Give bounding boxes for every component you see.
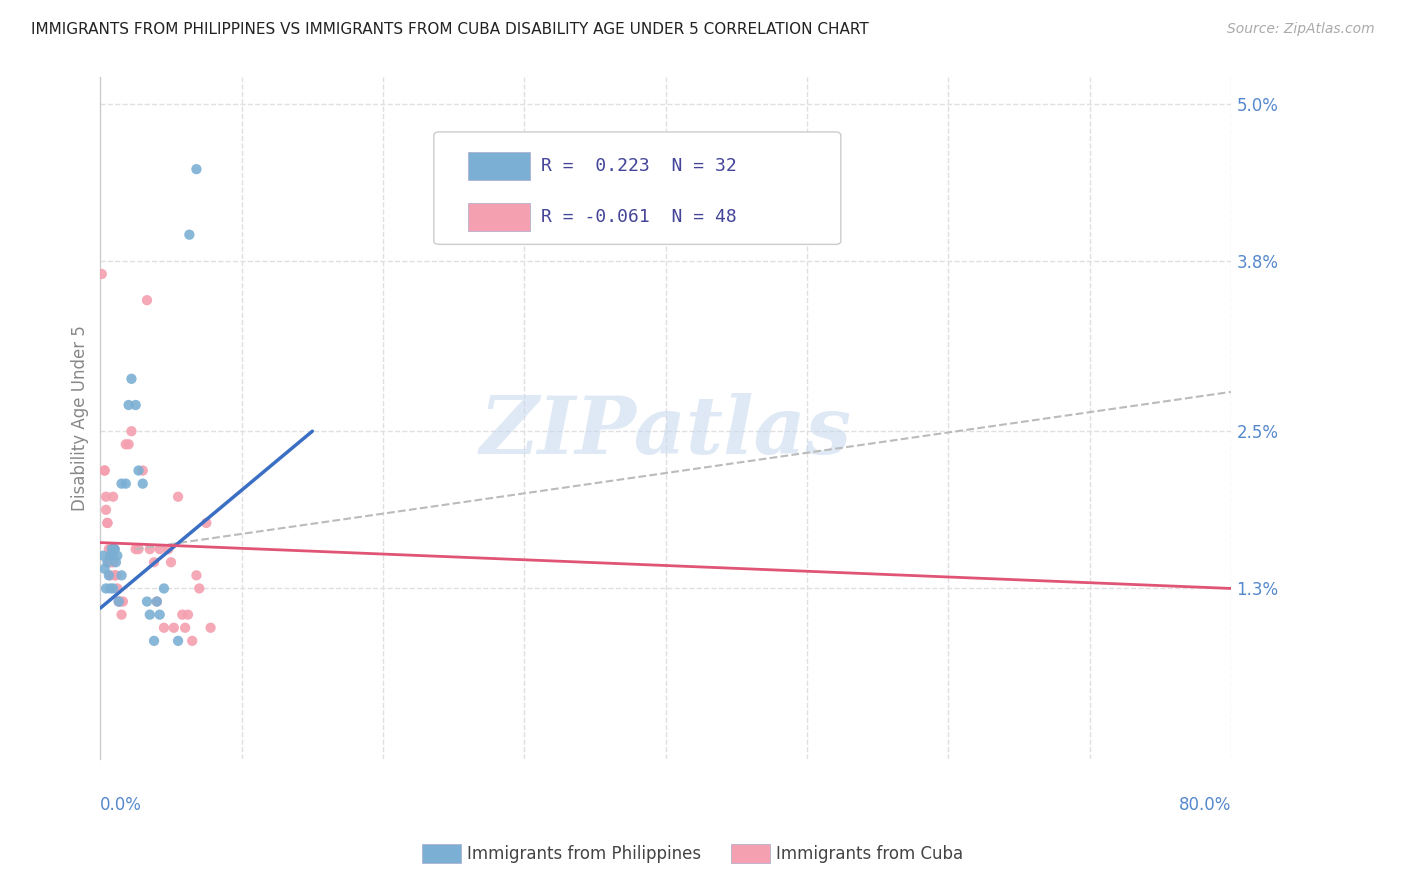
Point [143,633,166,648]
Point [101,555,124,569]
Point [100,542,122,557]
Point [91,549,114,563]
Bar [468,152,530,180]
Point [103,542,125,557]
Point [96,555,118,569]
Point [163,621,186,635]
Point [172,607,194,622]
Point [132,476,155,491]
Point [139,607,162,622]
Point [100,555,122,569]
Point [149,542,172,557]
Point [117,398,139,412]
Point [94,490,117,504]
Point [98,549,121,563]
Point [93,463,115,477]
Point [136,293,159,308]
Point [153,582,176,596]
Point [157,542,180,557]
Point [90,267,112,281]
FancyBboxPatch shape [434,132,841,244]
Point [188,582,211,596]
Point [132,463,155,477]
Point [107,594,129,608]
Point [100,542,122,557]
Y-axis label: Disability Age Under 5: Disability Age Under 5 [72,326,89,511]
Text: IMMIGRANTS FROM PHILIPPINES VS IMMIGRANTS FROM CUBA DISABILITY AGE UNDER 5 CORRE: IMMIGRANTS FROM PHILIPPINES VS IMMIGRANT… [31,22,869,37]
Bar [468,202,530,231]
Text: 80.0%: 80.0% [1178,797,1230,814]
Point [101,549,124,563]
Point [110,476,132,491]
Point [153,621,176,635]
Point [110,607,132,622]
Point [110,568,132,582]
Point [139,542,162,557]
Point [108,594,131,608]
Point [104,555,127,569]
Point [124,398,146,412]
Point [146,594,169,608]
Point [160,555,183,569]
Text: ZIPatlas: ZIPatlas [479,393,852,470]
Point [94,582,117,596]
Point [96,516,118,530]
Point [186,162,208,177]
Point [97,568,120,582]
Point [149,607,172,622]
Point [186,568,208,582]
Point [200,621,222,635]
Text: R =  0.223  N = 32: R = 0.223 N = 32 [541,157,737,175]
Point [93,562,115,576]
Point [136,594,159,608]
Point [111,594,134,608]
Point [128,463,150,477]
Point [103,542,125,557]
Point [177,607,200,622]
Point [98,568,121,582]
Point [179,227,201,242]
Point [117,437,139,451]
Point [167,490,190,504]
Point [101,490,124,504]
Point [120,424,142,438]
Point [97,542,120,557]
Point [107,594,129,608]
Text: R = -0.061  N = 48: R = -0.061 N = 48 [541,208,737,226]
Point [181,633,204,648]
Point [96,516,118,530]
Point [146,594,169,608]
Point [143,555,166,569]
Point [195,516,218,530]
Point [120,372,142,386]
Point [167,633,190,648]
Point [98,549,121,563]
Point [174,621,197,635]
Point [97,555,120,569]
Point [114,476,136,491]
Point [103,568,125,582]
Text: Source: ZipAtlas.com: Source: ZipAtlas.com [1227,22,1375,37]
Text: 0.0%: 0.0% [100,797,142,814]
Point [105,582,128,596]
Point [103,542,125,557]
Text: Immigrants from Philippines: Immigrants from Philippines [467,845,702,863]
Point [98,582,121,596]
Point [93,463,115,477]
Point [94,503,117,517]
Point [114,437,136,451]
Point [105,549,128,563]
Point [97,555,120,569]
Point [128,542,150,557]
Point [124,542,146,557]
Point [104,568,127,582]
Text: Immigrants from Cuba: Immigrants from Cuba [776,845,963,863]
Point [101,582,124,596]
